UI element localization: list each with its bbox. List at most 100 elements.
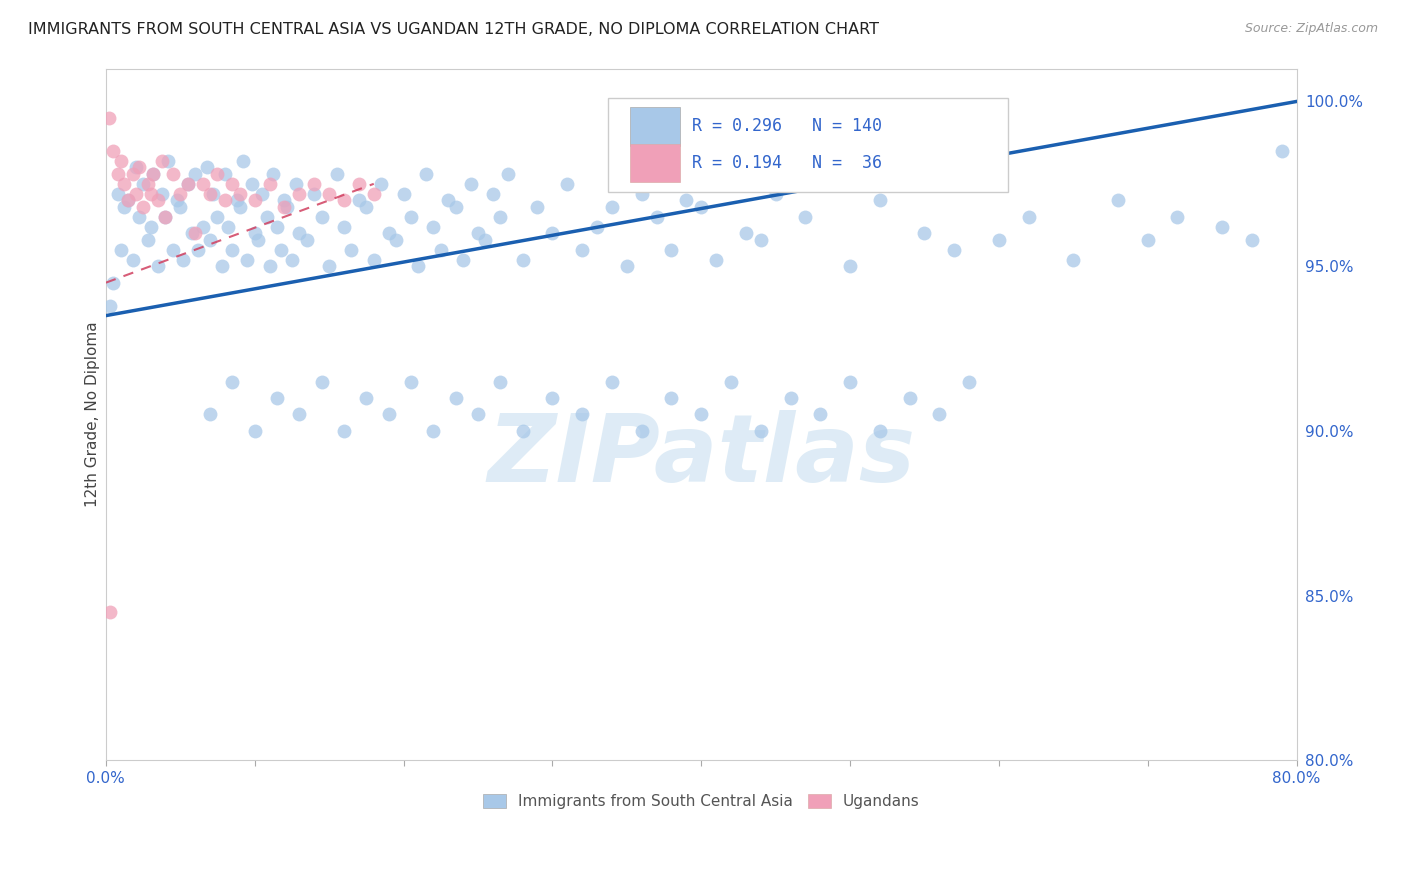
Point	[146, 259, 169, 273]
Point	[987, 233, 1010, 247]
Point	[392, 186, 415, 201]
Point	[555, 177, 578, 191]
Point	[211, 259, 233, 273]
Point	[749, 233, 772, 247]
Point	[496, 167, 519, 181]
Point	[600, 375, 623, 389]
Point	[630, 424, 652, 438]
Point	[489, 210, 512, 224]
Point	[482, 186, 505, 201]
Point	[467, 408, 489, 422]
Point	[734, 226, 756, 240]
Point	[616, 259, 638, 273]
Point	[1018, 210, 1040, 224]
Point	[112, 177, 135, 191]
Point	[177, 177, 200, 191]
Point	[266, 219, 288, 234]
Point	[107, 167, 129, 181]
Point	[720, 375, 742, 389]
Point	[246, 233, 269, 247]
Point	[243, 424, 266, 438]
Point	[914, 226, 936, 240]
Point	[1062, 252, 1084, 267]
Text: ZIPatlas: ZIPatlas	[486, 410, 915, 502]
Point	[333, 194, 356, 208]
Point	[285, 177, 308, 191]
Point	[217, 219, 239, 234]
Point	[250, 186, 273, 201]
Point	[191, 177, 214, 191]
Point	[1136, 233, 1159, 247]
Point	[270, 243, 292, 257]
Point	[541, 391, 564, 405]
Point	[295, 233, 318, 247]
Point	[571, 243, 593, 257]
Point	[240, 177, 263, 191]
Point	[128, 161, 150, 175]
Point	[333, 424, 356, 438]
Point	[318, 259, 340, 273]
Point	[225, 194, 247, 208]
Point	[928, 408, 950, 422]
Point	[370, 177, 392, 191]
Point	[155, 210, 177, 224]
Text: R = 0.296   N = 140: R = 0.296 N = 140	[692, 118, 882, 136]
Point	[281, 252, 304, 267]
Point	[675, 194, 697, 208]
Point	[136, 233, 159, 247]
Point	[181, 226, 204, 240]
Text: R = 0.194   N =  36: R = 0.194 N = 36	[692, 154, 882, 172]
Point	[377, 408, 399, 422]
Point	[121, 167, 143, 181]
Point	[146, 194, 169, 208]
Point	[600, 200, 623, 214]
Point	[152, 186, 174, 201]
Point	[444, 200, 467, 214]
Point	[157, 153, 180, 168]
Point	[103, 144, 125, 158]
Point	[839, 259, 862, 273]
Point	[221, 177, 243, 191]
Point	[117, 194, 139, 208]
Point	[794, 210, 817, 224]
Point	[779, 391, 801, 405]
Point	[110, 153, 132, 168]
Point	[184, 167, 207, 181]
FancyBboxPatch shape	[630, 107, 679, 145]
Point	[474, 233, 496, 247]
Point	[214, 194, 236, 208]
Point	[347, 194, 370, 208]
Point	[489, 375, 512, 389]
Text: Source: ZipAtlas.com: Source: ZipAtlas.com	[1244, 22, 1378, 36]
Point	[202, 186, 225, 201]
Point	[325, 167, 347, 181]
Legend: Immigrants from South Central Asia, Ugandans: Immigrants from South Central Asia, Ugan…	[477, 788, 927, 815]
Point	[1240, 233, 1263, 247]
Point	[311, 375, 333, 389]
Point	[112, 200, 135, 214]
Point	[243, 194, 266, 208]
Point	[187, 243, 209, 257]
Point	[132, 177, 155, 191]
Point	[311, 210, 333, 224]
Point	[207, 210, 229, 224]
Point	[162, 167, 184, 181]
Point	[177, 177, 200, 191]
Point	[276, 200, 298, 214]
Point	[957, 375, 980, 389]
FancyBboxPatch shape	[630, 144, 679, 182]
Point	[221, 375, 243, 389]
Point	[356, 391, 378, 405]
Point	[221, 243, 243, 257]
Point	[97, 111, 120, 125]
Point	[1271, 144, 1294, 158]
Point	[451, 252, 474, 267]
Point	[273, 200, 295, 214]
Point	[124, 186, 146, 201]
Point	[526, 200, 548, 214]
Point	[720, 177, 742, 191]
Point	[512, 252, 534, 267]
Point	[356, 200, 378, 214]
Point	[808, 408, 831, 422]
Point	[243, 226, 266, 240]
